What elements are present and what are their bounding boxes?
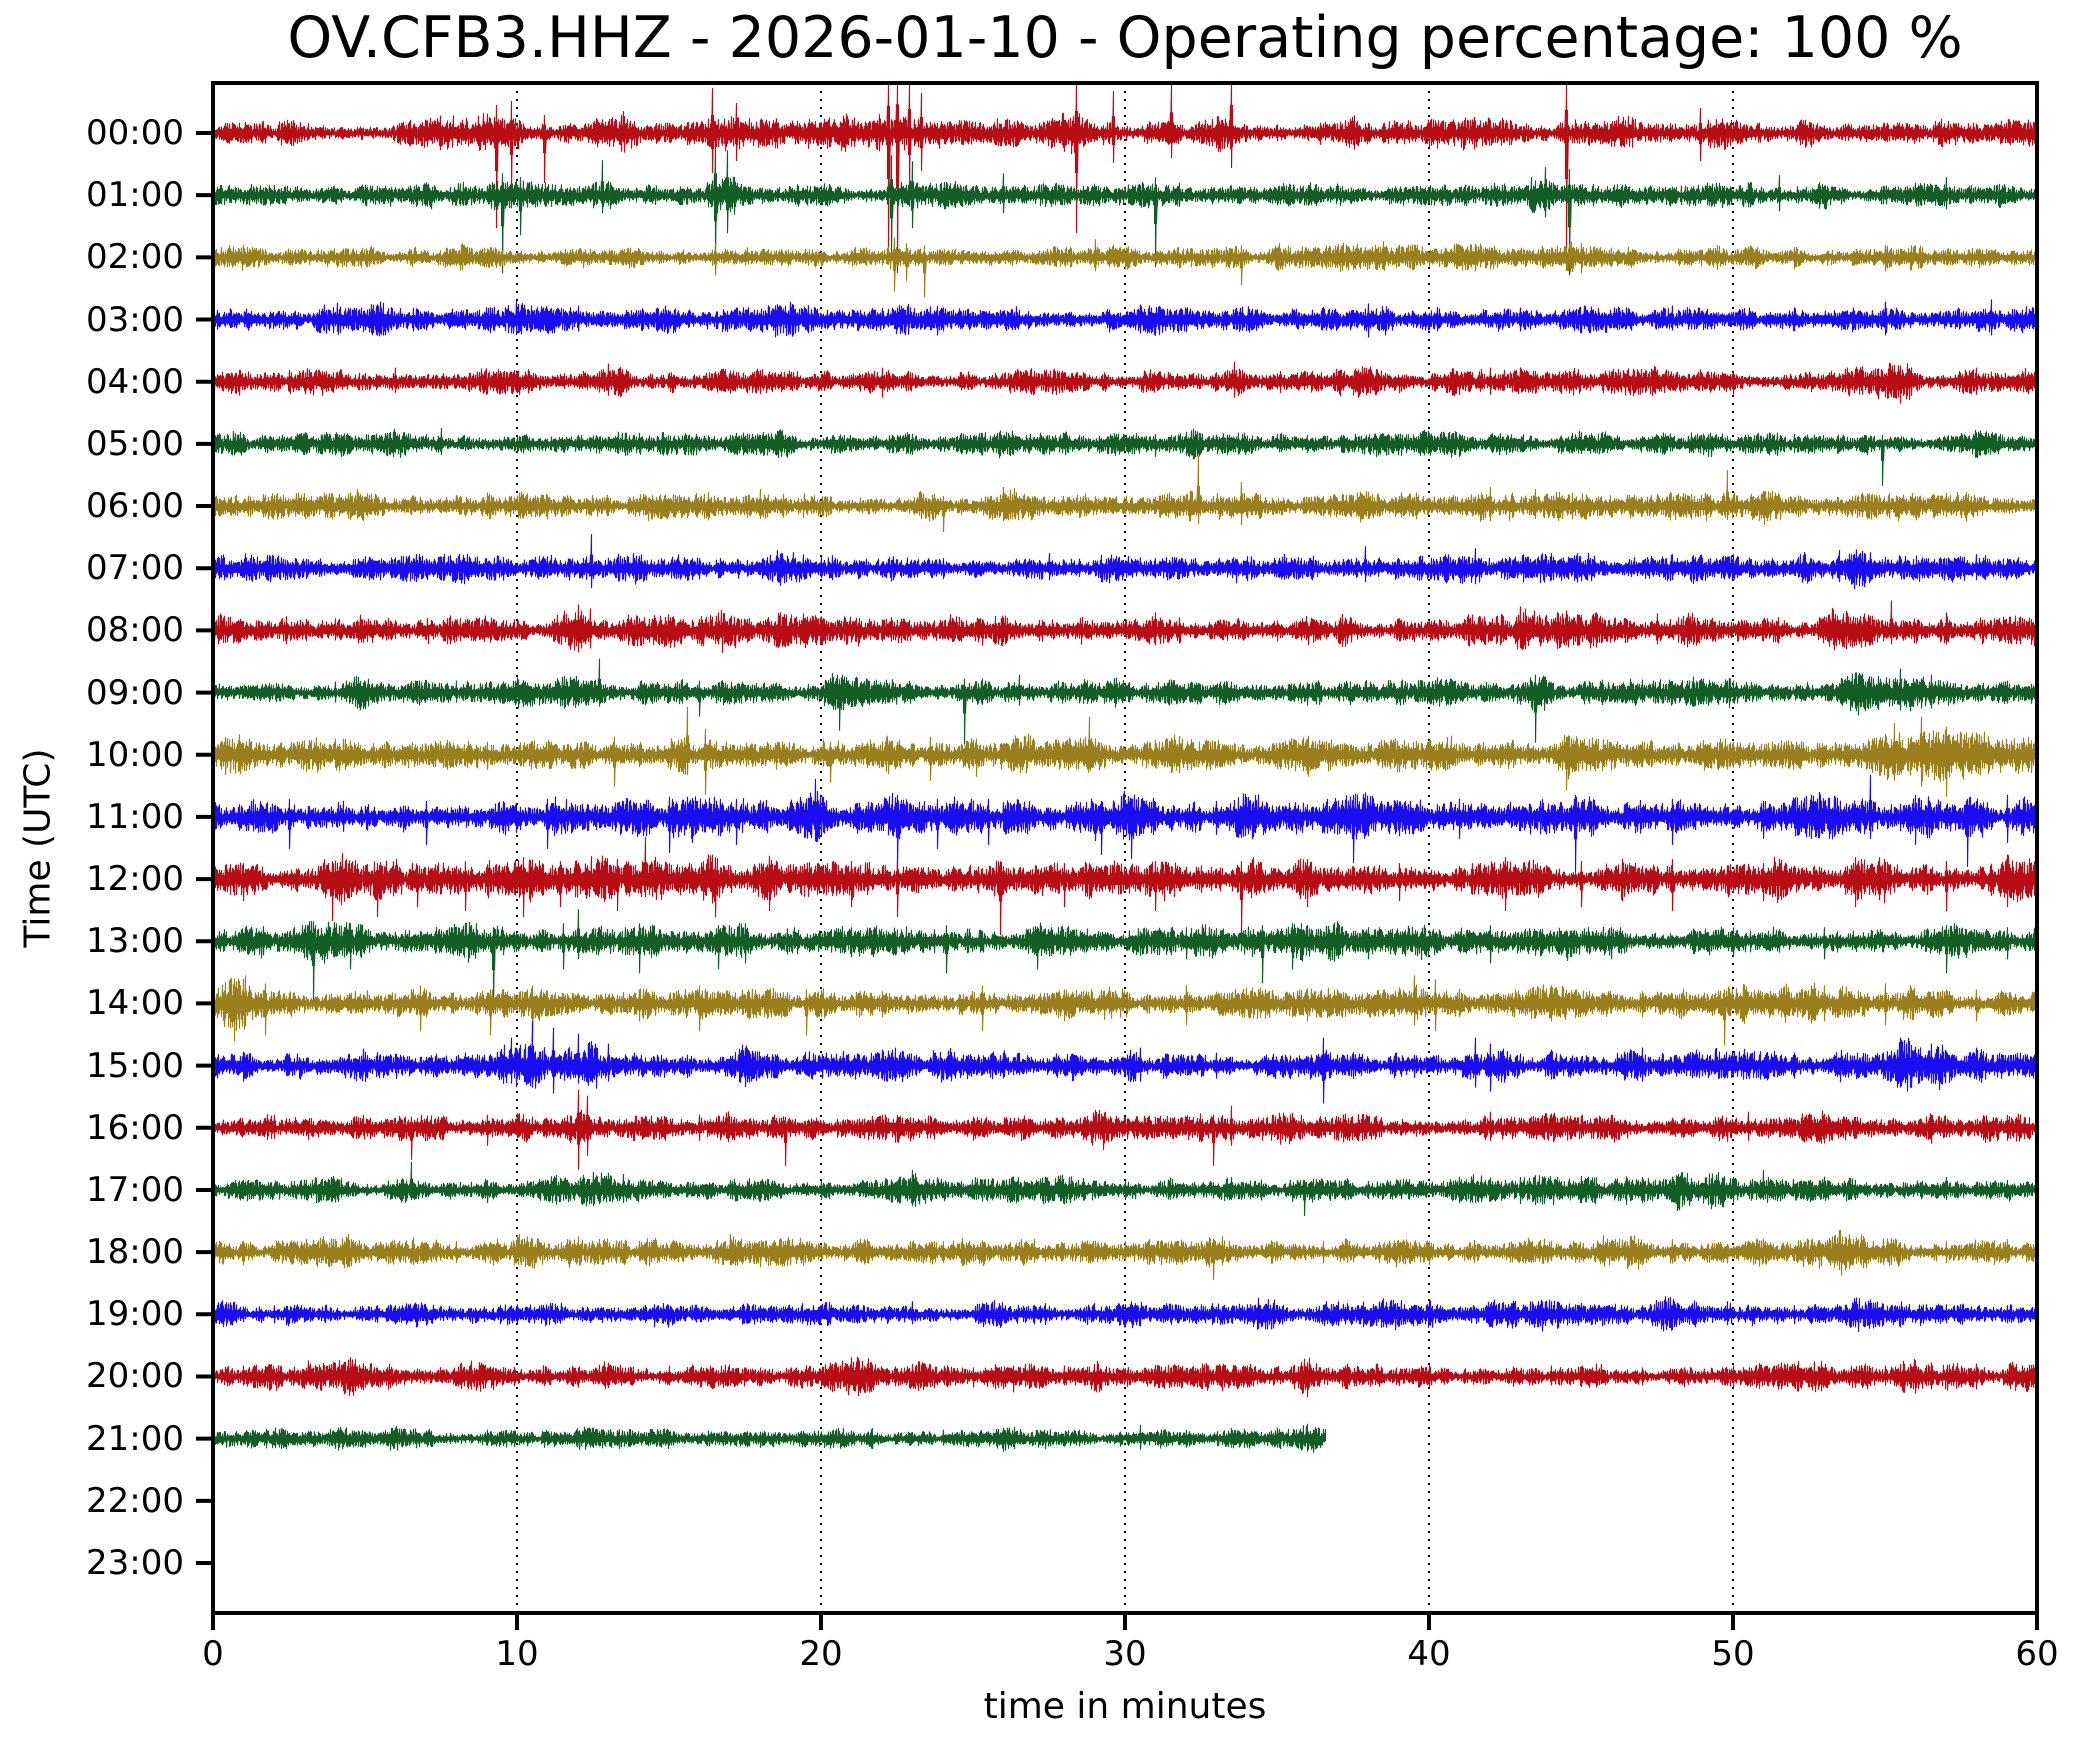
y-tick-label: 18:00 — [86, 1232, 184, 1273]
x-tick-label: 30 — [1103, 1634, 1147, 1674]
x-tick-label: 50 — [1711, 1634, 1755, 1674]
y-tick-label: 14:00 — [86, 983, 184, 1024]
y-tick-label: 09:00 — [86, 672, 184, 713]
y-tick-label: 13:00 — [86, 921, 184, 962]
y-tick-label: 19:00 — [86, 1294, 184, 1335]
y-tick-label: 04:00 — [86, 361, 184, 402]
y-tick-label: 08:00 — [86, 610, 184, 651]
y-tick-label: 12:00 — [86, 859, 184, 900]
x-tick-label: 20 — [799, 1634, 843, 1674]
x-tick-label: 40 — [1407, 1634, 1451, 1674]
y-axis-label: Time (UTC) — [17, 748, 59, 948]
y-tick-label: 23:00 — [86, 1543, 184, 1583]
chart-title: OV.CFB3.HHZ - 2026-01-10 - Operating per… — [287, 5, 1963, 71]
y-tick-label: 02:00 — [86, 237, 184, 278]
x-tick-label: 10 — [495, 1634, 539, 1674]
y-tick-label: 07:00 — [86, 548, 184, 589]
y-tick-label: 06:00 — [86, 486, 184, 527]
y-tick-label: 21:00 — [86, 1418, 184, 1459]
y-tick-label: 10:00 — [86, 734, 184, 775]
y-tick-label: 11:00 — [86, 796, 184, 837]
y-tick-label: 17:00 — [86, 1169, 184, 1210]
y-tick-label: 00:00 — [86, 113, 184, 153]
plot-area — [196, 81, 2039, 1630]
y-tick-label: 16:00 — [86, 1107, 184, 1148]
y-tick-label: 01:00 — [86, 175, 184, 216]
y-tick-label: 15:00 — [86, 1045, 184, 1086]
x-axis-label: time in minutes — [983, 1686, 1267, 1727]
y-tick-label: 03:00 — [86, 299, 184, 340]
x-tick-label: 0 — [202, 1634, 224, 1674]
y-tick-label: 22:00 — [86, 1480, 184, 1521]
y-tick-label: 20:00 — [86, 1356, 184, 1397]
x-tick-label: 60 — [2015, 1634, 2059, 1674]
y-tick-label: 05:00 — [86, 423, 184, 464]
seismogram-traces — [196, 81, 2039, 1630]
